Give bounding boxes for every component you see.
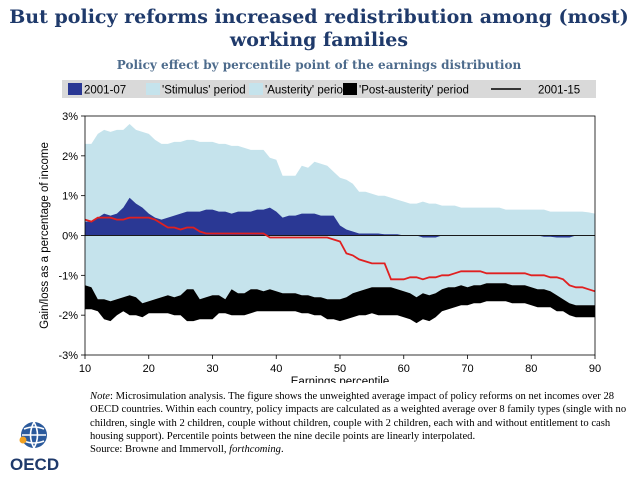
source-suffix: .	[280, 444, 284, 456]
note-text: : Microsimulation analysis. The figure s…	[90, 391, 627, 442]
oecd-logo-text: OECD	[10, 455, 59, 474]
legend-label: 2001-07	[84, 85, 126, 97]
y-tick-label: -1%	[58, 270, 78, 282]
legend-label: 'Stimulus' period	[162, 85, 246, 97]
x-tick-label: 90	[589, 363, 601, 375]
x-tick-label: 70	[461, 363, 473, 375]
legend-swatch	[68, 83, 82, 95]
y-tick-label: 3%	[62, 111, 78, 123]
chart-legend: 2001-07 'Stimulus' period 'Austerity' peri…	[62, 80, 596, 98]
x-tick-label: 80	[525, 363, 537, 375]
x-tick-label: 10	[79, 363, 91, 375]
oecd-logo: OECD	[10, 421, 59, 474]
series-austerity-area	[85, 235, 595, 306]
y-tick-label: -2%	[58, 310, 78, 322]
chart: 2001-07 'Stimulus' period 'Austerity' peri…	[39, 80, 601, 383]
legend-swatch	[249, 83, 263, 95]
series-post-austerity-area	[85, 283, 595, 324]
legend-label: 'Austerity' period	[265, 85, 349, 97]
legend-background	[62, 80, 596, 98]
x-tick-label: 60	[398, 363, 410, 375]
series-stimulus-area	[85, 124, 595, 236]
y-tick-label: -3%	[58, 350, 78, 362]
source-prefix: Source: Browne and Immervoll,	[90, 444, 230, 456]
x-tick-label: 30	[206, 363, 218, 375]
series-2001-15-line	[84, 216, 596, 293]
chart-note: Note: Microsimulation analysis. The figu…	[90, 390, 635, 456]
chart-title: Policy effect by percentile point of the…	[116, 58, 522, 72]
y-tick-label: 1%	[62, 191, 78, 203]
oecd-globe-logo	[19, 421, 47, 450]
plot-area	[84, 124, 596, 324]
note-label: Note	[90, 391, 111, 402]
y-tick-label: 0%	[62, 231, 78, 243]
legend-swatch	[146, 83, 160, 95]
legend-label: 'Post-austerity' period	[359, 85, 469, 97]
x-tick-label: 40	[270, 363, 282, 375]
series-2001-07-area	[85, 197, 595, 238]
axes: 3% 2% 1% 0% -1% -2% -3%10 20 30 40 50 60 70 80 90 Earni…	[39, 111, 601, 383]
legend-swatch	[343, 83, 357, 95]
y-tick-label: 2%	[62, 151, 78, 163]
x-axis-label: Earnings percentile	[291, 376, 389, 383]
y-axis-label: Gain/loss as a percentage of income	[39, 142, 51, 329]
page-title: But policy reforms increased redistribut…	[9, 6, 629, 51]
x-tick-label: 20	[143, 363, 155, 375]
legend-label: 2001-15	[538, 85, 580, 97]
source-italic: forthcoming	[229, 444, 281, 456]
x-tick-label: 50	[334, 363, 346, 375]
